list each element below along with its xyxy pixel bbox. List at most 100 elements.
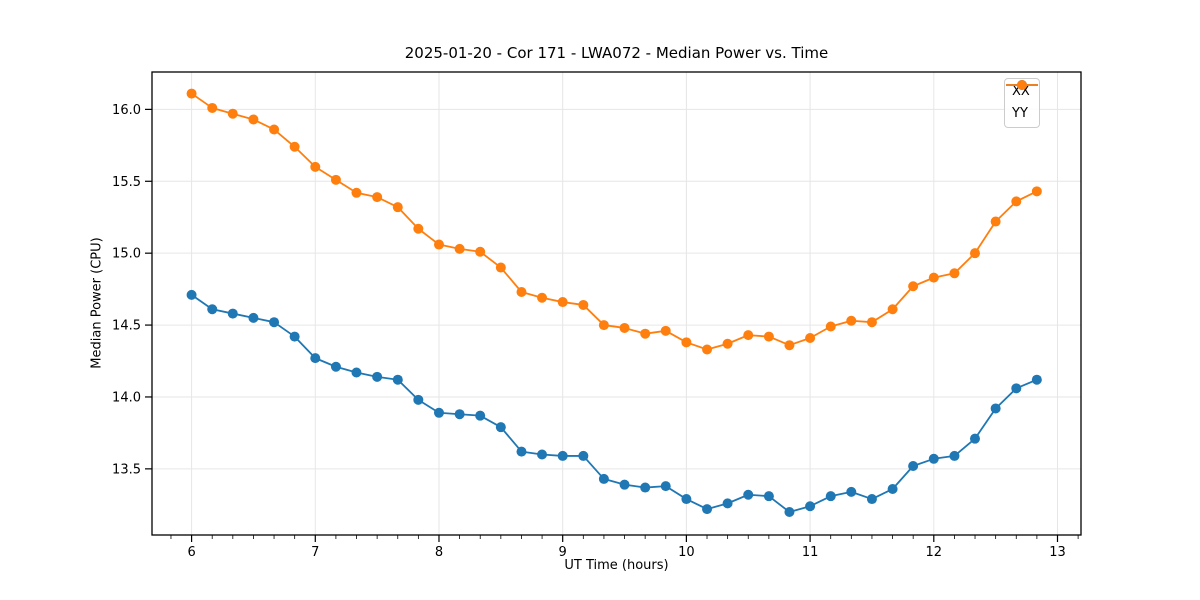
x-tick-label: 7 — [311, 545, 319, 560]
data-point-yy — [702, 344, 713, 355]
data-point-yy — [207, 102, 218, 113]
data-point-yy — [846, 315, 857, 326]
data-point-xx — [660, 481, 671, 492]
data-point-yy — [928, 272, 939, 283]
data-point-yy — [619, 322, 630, 333]
data-point-xx — [887, 483, 898, 494]
data-point-yy — [949, 268, 960, 279]
data-point-xx — [186, 289, 197, 300]
data-point-xx — [866, 494, 877, 505]
y-tick-label: 15.5 — [112, 175, 141, 190]
data-point-yy — [227, 108, 238, 119]
data-point-xx — [598, 473, 609, 484]
data-point-yy — [640, 328, 651, 339]
x-tick-label: 13 — [1049, 545, 1066, 560]
data-point-yy — [743, 330, 754, 341]
data-point-yy — [825, 321, 836, 332]
data-point-xx — [495, 422, 506, 433]
data-point-yy — [990, 216, 1001, 227]
data-point-yy — [516, 286, 527, 297]
data-point-xx — [619, 479, 630, 490]
x-tick-label: 10 — [678, 545, 695, 560]
y-tick-label: 14.0 — [112, 390, 141, 405]
data-point-xx — [805, 501, 816, 512]
data-point-yy — [578, 299, 589, 310]
data-point-yy — [598, 320, 609, 331]
data-point-xx — [454, 409, 465, 420]
data-point-xx — [1011, 383, 1022, 394]
y-tick-label: 13.5 — [112, 462, 141, 477]
data-point-xx — [330, 361, 341, 372]
data-point-xx — [743, 489, 754, 500]
series-yy-line — [191, 92, 1038, 351]
x-tick-label: 8 — [435, 545, 443, 560]
data-point-xx — [784, 506, 795, 517]
data-point-yy — [269, 124, 280, 135]
data-point-xx — [433, 407, 444, 418]
data-point-yy — [866, 317, 877, 328]
data-point-xx — [207, 304, 218, 315]
series-yy — [186, 88, 1042, 355]
data-point-xx — [310, 353, 321, 364]
legend-entry-yy: YY — [1006, 80, 1038, 123]
data-point-yy — [413, 223, 424, 234]
data-point-xx — [928, 453, 939, 464]
data-point-xx — [372, 371, 383, 382]
data-point-xx — [557, 450, 568, 461]
data-point-xx — [1031, 374, 1042, 385]
data-point-yy — [763, 331, 774, 342]
data-point-xx — [227, 308, 238, 319]
data-point-xx — [908, 460, 919, 471]
x-axis-label: UT Time (hours) — [564, 558, 669, 573]
data-point-yy — [784, 340, 795, 351]
data-point-xx — [248, 312, 259, 323]
data-point-xx — [578, 450, 589, 461]
data-point-yy — [1031, 186, 1042, 197]
data-point-yy — [722, 338, 733, 349]
data-point-yy — [908, 281, 919, 292]
data-point-yy — [330, 174, 341, 185]
data-point-yy — [495, 262, 506, 273]
data-point-yy — [969, 248, 980, 259]
x-tick-label: 12 — [926, 545, 943, 560]
data-point-yy — [433, 239, 444, 250]
data-point-yy — [351, 187, 362, 198]
data-point-yy — [186, 88, 197, 99]
x-tick-label: 11 — [802, 545, 819, 560]
axes: 6 7 8 9 10 11 12 13 13.5 14.0 14.5 15.0 15.5 16.0 — [112, 103, 1079, 560]
gridlines — [152, 72, 1081, 535]
data-point-yy — [310, 161, 321, 172]
data-point-xx — [969, 433, 980, 444]
data-point-yy — [557, 297, 568, 308]
data-point-yy — [805, 333, 816, 344]
data-point-xx — [949, 450, 960, 461]
data-point-xx — [681, 494, 692, 505]
y-tick-label: 14.5 — [112, 319, 141, 334]
data-point-xx — [392, 374, 403, 385]
data-point-yy — [248, 114, 259, 125]
data-point-xx — [413, 394, 424, 405]
data-point-xx — [763, 491, 774, 502]
x-tick-label: 6 — [187, 545, 195, 560]
data-point-yy — [537, 292, 548, 303]
data-point-xx — [475, 410, 486, 421]
data-point-yy — [392, 202, 403, 213]
data-point-xx — [702, 504, 713, 515]
data-point-xx — [722, 498, 733, 509]
x-tick-label: 9 — [559, 545, 567, 560]
data-point-xx — [990, 403, 1001, 414]
data-point-yy — [887, 304, 898, 315]
y-tick-label: 16.0 — [112, 103, 141, 118]
data-point-yy — [454, 243, 465, 254]
data-point-xx — [351, 367, 362, 378]
legend: XX YY — [1004, 78, 1040, 128]
data-point-xx — [537, 449, 548, 460]
data-point-xx — [846, 486, 857, 497]
data-point-xx — [516, 446, 527, 457]
legend-label-yy: YY — [1012, 106, 1028, 121]
plot-border — [151, 71, 1082, 536]
data-point-xx — [640, 482, 651, 493]
data-point-yy — [289, 141, 300, 152]
